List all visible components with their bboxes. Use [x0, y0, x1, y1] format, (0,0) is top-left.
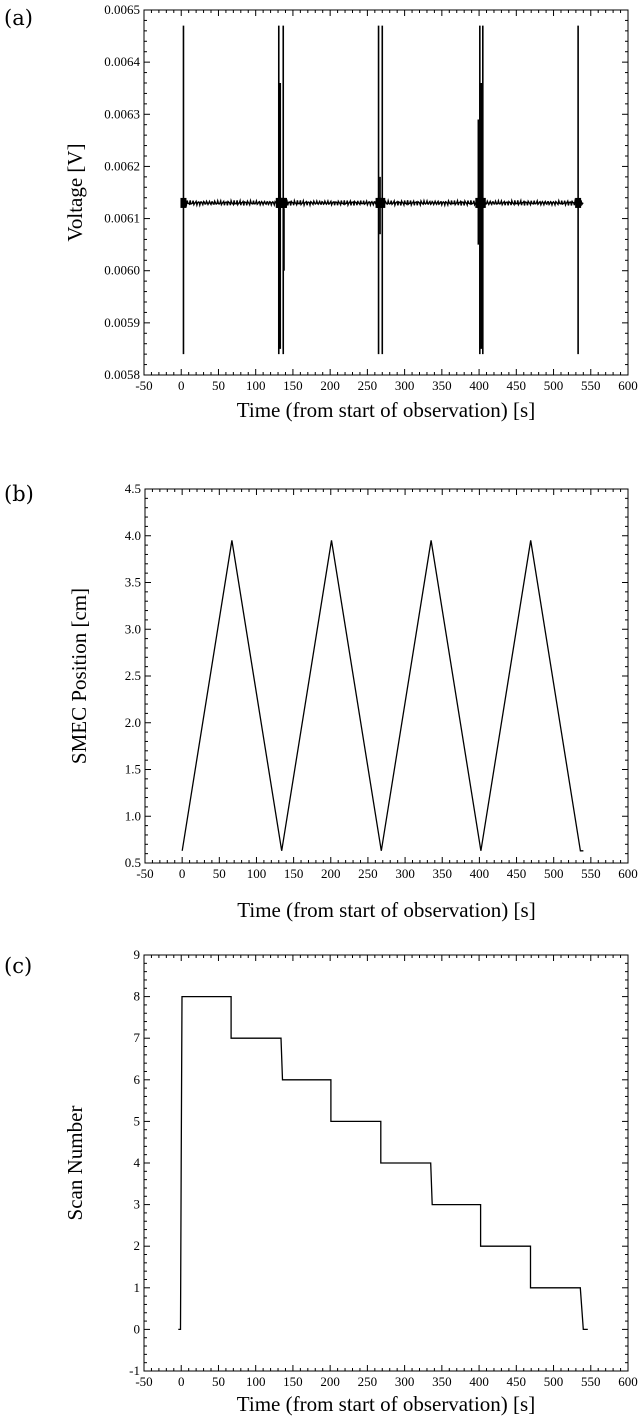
y-tick-label: 0.0060	[104, 263, 140, 278]
x-tick-label: 250	[358, 866, 378, 881]
plot-frame	[144, 488, 629, 864]
spike-burst	[180, 197, 187, 208]
x-tick-label: 0	[178, 1374, 185, 1389]
x-tick-label: 300	[395, 1374, 415, 1389]
x-tick-label: 100	[246, 1374, 266, 1389]
x-tick-label: -50	[135, 378, 152, 393]
y-tick-label: 3.5	[125, 575, 141, 590]
y-tick-label: 2	[134, 1238, 141, 1253]
spike-burst	[575, 197, 582, 208]
y-tick-label: 0.0061	[104, 211, 140, 226]
y-axis-title: SMEC Position [cm]	[67, 588, 91, 764]
x-tick-label: 400	[469, 378, 489, 393]
x-tick-label: 550	[581, 866, 601, 881]
chart-smec-position: -50 0 50 100 150 200 250 300 350 400 450 500 550 600 0…	[67, 481, 638, 922]
x-tick-label: 50	[213, 866, 226, 881]
x-tick-label: 0	[178, 378, 185, 393]
x-tick-label: 600	[618, 378, 638, 393]
x-tick-label: 600	[618, 1374, 638, 1389]
x-tick-label: 350	[432, 378, 452, 393]
y-tick-label: 0.0065	[104, 2, 140, 17]
plot-frame	[143, 9, 629, 376]
x-tick-label: 500	[544, 866, 564, 881]
x-tick-label: 300	[395, 378, 415, 393]
y-tick-label: 0.0064	[104, 54, 140, 69]
y-tick-label: 1.5	[125, 762, 141, 777]
x-tick-label: 200	[321, 866, 341, 881]
y-tick-label: 6	[134, 1072, 141, 1087]
chart-scan-number: -50 0 50 100 150 200 250 300 350 400 450 500 550 600-…	[63, 947, 638, 1416]
x-tick-label: 50	[212, 378, 225, 393]
x-axis-title: Time (from start of observation) [s]	[237, 1392, 535, 1416]
x-tick-label: 500	[544, 1374, 564, 1389]
y-tick-label: 1	[134, 1280, 141, 1295]
y-tick-label: 3	[134, 1197, 141, 1212]
spike-burst	[479, 197, 486, 208]
y-tick-label: 2.0	[125, 715, 141, 730]
x-tick-label: 600	[618, 866, 638, 881]
x-tick-label: -50	[135, 1374, 152, 1389]
x-tick-label: 100	[247, 866, 267, 881]
x-tick-label: 150	[283, 1374, 303, 1389]
panel-b: -50 0 50 100 150 200 250 300 350 400 450 500 550 600 0…	[0, 476, 643, 936]
x-axis-title: Time (from start of observation) [s]	[237, 898, 535, 922]
y-tick-label: 1.0	[125, 808, 141, 823]
x-tick-label: 450	[507, 378, 527, 393]
panel-c: -50 0 50 100 150 200 250 300 350 400 450 500 550 600-…	[0, 947, 643, 1422]
x-tick-label: 300	[395, 866, 415, 881]
series-line	[181, 540, 584, 852]
y-axis-title: Voltage [V]	[63, 143, 87, 241]
series-line	[178, 995, 588, 1331]
y-tick-label: 4.5	[125, 481, 141, 496]
y-axis-title: Scan Number	[63, 1106, 87, 1221]
y-tick-label: 0.0058	[104, 367, 140, 382]
x-tick-label: 150	[284, 866, 304, 881]
y-tick-label: 4.0	[125, 528, 141, 543]
x-tick-label: 200	[320, 1374, 340, 1389]
y-tick-label: 2.5	[125, 668, 141, 683]
x-tick-label: 50	[212, 1374, 225, 1389]
x-tick-label: 250	[358, 1374, 378, 1389]
x-tick-label: 400	[469, 1374, 489, 1389]
x-tick-label: 450	[507, 1374, 527, 1389]
spike-burst	[280, 197, 287, 208]
y-tick-label: 4	[134, 1155, 141, 1170]
x-tick-label: 400	[470, 866, 490, 881]
x-axis-title: Time (from start of observation) [s]	[237, 398, 535, 422]
y-tick-label: 7	[134, 1030, 141, 1045]
x-tick-label: 250	[358, 378, 378, 393]
spike-burst	[379, 197, 386, 208]
y-tick-label: 0.5	[125, 855, 141, 870]
x-tick-label: 500	[544, 378, 564, 393]
x-tick-label: 100	[246, 378, 266, 393]
x-tick-label: 0	[179, 866, 186, 881]
x-tick-label: 200	[320, 378, 340, 393]
y-tick-label: 3.0	[125, 621, 141, 636]
y-tick-label: 0.0062	[104, 158, 140, 173]
panel-label-c: (c)	[4, 954, 33, 978]
panel-label-b: (b)	[4, 482, 34, 506]
x-tick-label: 150	[283, 378, 303, 393]
chart-voltage: -50 0 50 100 150 200 250 300 350 400 450 500 550 600 0…	[63, 2, 638, 422]
y-tick-label: 9	[134, 947, 141, 962]
y-tick-label: 0.0063	[104, 106, 140, 121]
y-tick-label: 5	[134, 1113, 141, 1128]
y-tick-label: 0.0059	[104, 315, 140, 330]
panel-label-a: (a)	[4, 6, 33, 30]
x-tick-label: 550	[581, 1374, 601, 1389]
x-tick-label: 350	[432, 866, 452, 881]
panel-a: -50 0 50 100 150 200 250 300 350 400 450 500 550 600 0…	[0, 0, 643, 430]
x-tick-label: 350	[432, 1374, 452, 1389]
x-tick-label: -50	[136, 866, 153, 881]
x-tick-label: 450	[507, 866, 527, 881]
y-tick-label: 0	[134, 1321, 141, 1336]
x-tick-label: 550	[581, 378, 601, 393]
y-tick-label: -1	[129, 1363, 140, 1378]
y-tick-label: 8	[134, 989, 141, 1004]
